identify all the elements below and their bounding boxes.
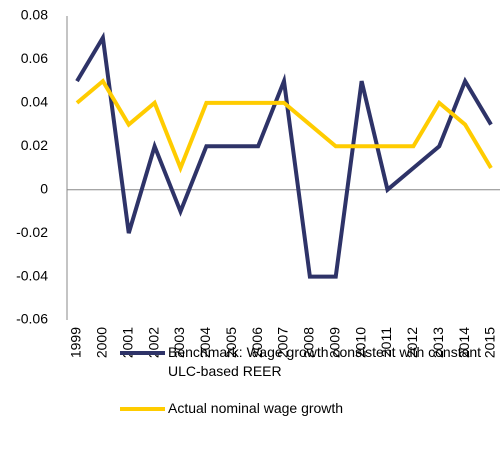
x-tick-label: 2015 — [482, 327, 498, 358]
x-tick-label: 2009 — [326, 327, 342, 358]
x-tick-label: 2001 — [119, 327, 135, 358]
y-tick-label: 0.04 — [21, 94, 48, 110]
y-tick-label: 0.08 — [21, 7, 48, 23]
x-tick-label: 2010 — [352, 327, 368, 358]
x-tick-label: 2011 — [378, 327, 394, 357]
y-tick-label: 0.02 — [21, 137, 48, 153]
x-tick-label: 2000 — [94, 327, 110, 358]
x-tick-label: 2014 — [456, 327, 472, 358]
x-tick-label: 2006 — [249, 327, 265, 358]
x-tick-label: 2012 — [404, 327, 420, 358]
x-tick-label: 2007 — [275, 327, 291, 358]
x-tick-label: 2003 — [171, 327, 187, 358]
x-tick-label: 2008 — [301, 327, 317, 358]
x-tick-label: 1999 — [68, 327, 84, 358]
x-tick-label: 2002 — [145, 327, 161, 358]
x-tick-label: 2013 — [430, 327, 446, 358]
legend-label: Actual nominal wage growth — [168, 400, 344, 416]
legend-label: Benchmark: Wage growth consistent with c… — [168, 344, 482, 379]
series-line — [75, 31, 493, 279]
y-tick-label: -0.06 — [16, 311, 48, 327]
y-tick-label: 0.06 — [21, 50, 48, 66]
y-tick-label: -0.04 — [16, 267, 48, 283]
x-tick-label: 2005 — [223, 327, 239, 358]
y-tick-label: -0.02 — [16, 224, 48, 240]
y-tick-label: 0 — [40, 180, 48, 196]
series-line — [75, 78, 493, 174]
x-tick-label: 2004 — [197, 327, 213, 358]
